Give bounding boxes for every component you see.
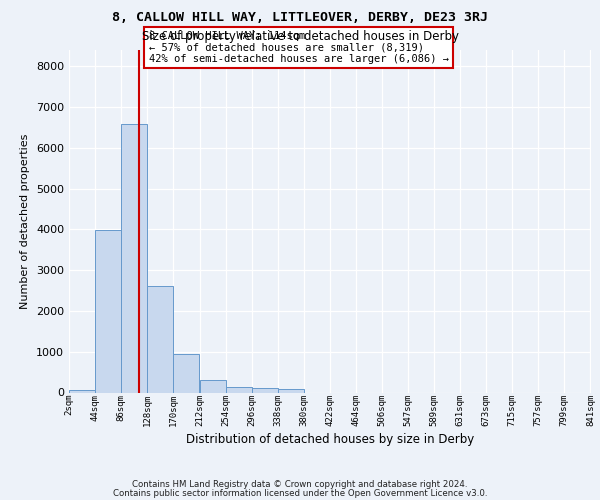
Bar xyxy=(226,387,252,392)
Text: Contains public sector information licensed under the Open Government Licence v3: Contains public sector information licen… xyxy=(113,488,487,498)
Bar xyxy=(121,124,148,392)
Bar xyxy=(252,388,278,392)
Text: 8 CALLOW HILL WAY: 114sqm
← 57% of detached houses are smaller (8,319)
42% of se: 8 CALLOW HILL WAY: 114sqm ← 57% of detac… xyxy=(149,31,449,64)
Bar xyxy=(69,390,95,392)
Text: 8, CALLOW HILL WAY, LITTLEOVER, DERBY, DE23 3RJ: 8, CALLOW HILL WAY, LITTLEOVER, DERBY, D… xyxy=(112,11,488,24)
Bar xyxy=(278,389,304,392)
Bar xyxy=(173,354,199,393)
X-axis label: Distribution of detached houses by size in Derby: Distribution of detached houses by size … xyxy=(186,433,474,446)
Bar xyxy=(199,380,226,392)
Text: Size of property relative to detached houses in Derby: Size of property relative to detached ho… xyxy=(142,30,458,43)
Bar xyxy=(95,230,121,392)
Text: Contains HM Land Registry data © Crown copyright and database right 2024.: Contains HM Land Registry data © Crown c… xyxy=(132,480,468,489)
Y-axis label: Number of detached properties: Number of detached properties xyxy=(20,134,31,309)
Bar xyxy=(148,286,173,393)
